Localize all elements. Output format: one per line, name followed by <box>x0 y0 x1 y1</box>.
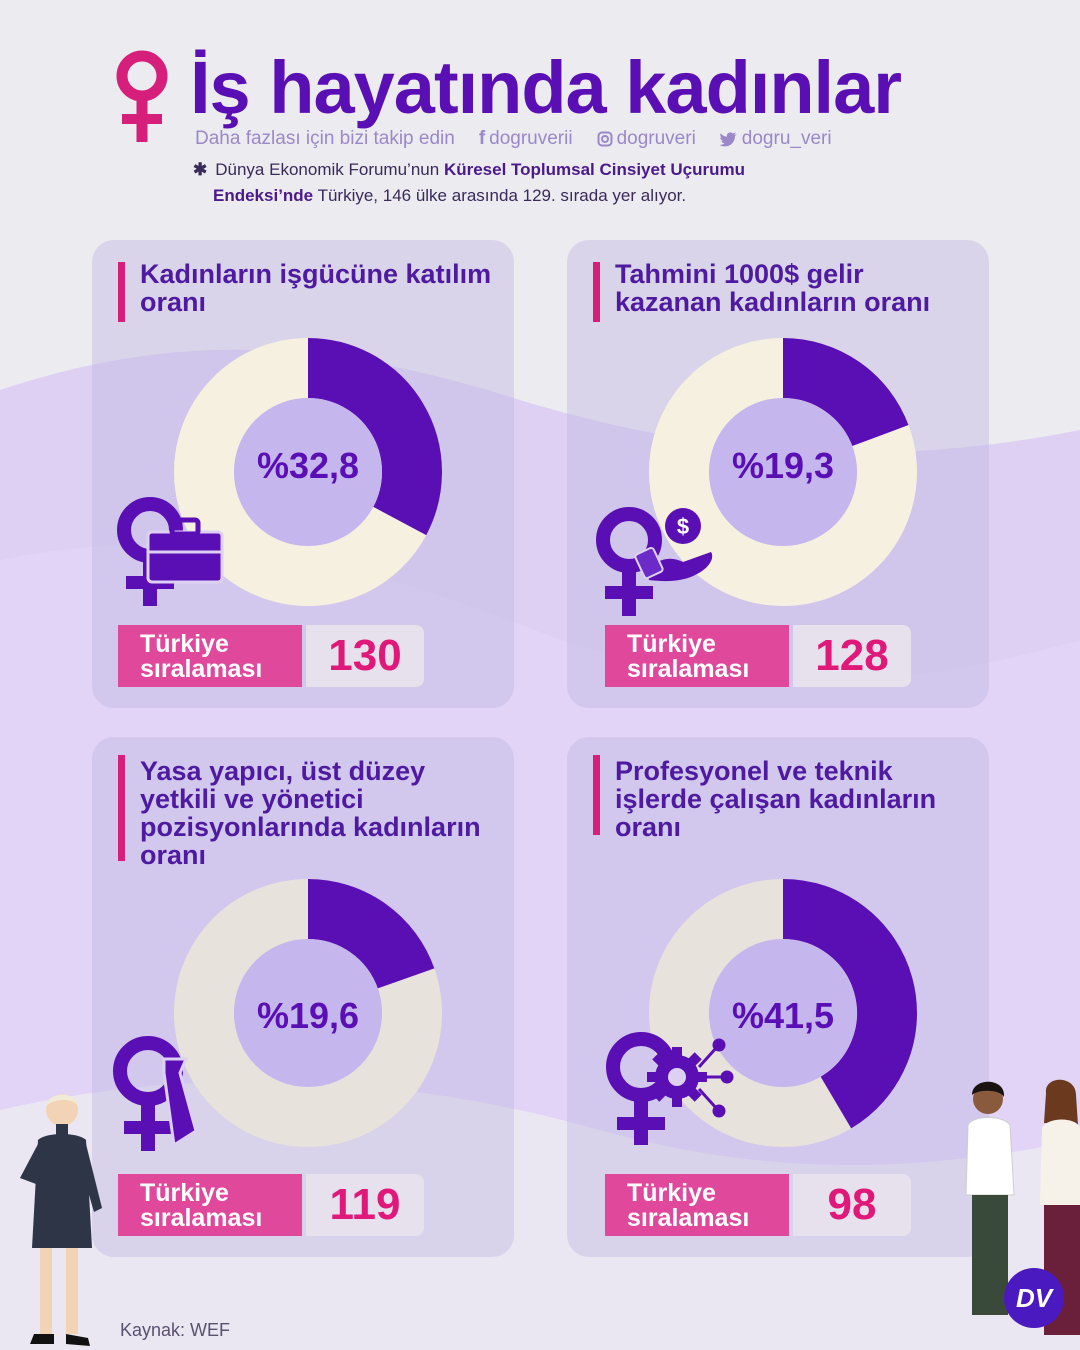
donut-value-slice <box>782 879 917 1129</box>
venus-icon <box>116 50 168 142</box>
ranking-label-line2: sıralaması <box>140 1204 263 1232</box>
donut-value-slice <box>781 338 909 448</box>
donut-chart <box>649 338 917 606</box>
venus-gear-icon <box>606 1032 734 1145</box>
panel-title: Profesyonel ve teknik işlerde çalışan ka… <box>615 756 937 842</box>
stat-panel-income: Tahmini 1000$ gelir kazanan kadınların o… <box>567 240 989 708</box>
instagram-icon <box>597 131 613 147</box>
title-accent-bar <box>118 262 125 322</box>
panel-title: Yasa yapıcı, üst düzey yetkili ve yöneti… <box>140 756 481 870</box>
donut-hole <box>234 398 382 546</box>
panel-title: Tahmini 1000$ gelir kazanan kadınların o… <box>615 259 931 317</box>
venus-money-icon: $ <box>596 507 713 616</box>
donut-value-slice <box>306 879 435 990</box>
dogruveri-logo[interactable]: DV <box>1004 1268 1064 1328</box>
note-bold-1: Küresel Toplumsal Cinsiyet Uçurumu <box>443 160 745 179</box>
ranking-label-line1: Türkiye <box>627 1179 716 1207</box>
donut-chart <box>174 338 442 606</box>
intro-note: ✱ Dünya Ekonomik Forumu’nun Küresel Toplu… <box>193 157 745 209</box>
social-follow: Daha fazlası için bizi takip edin f dogr… <box>195 128 832 150</box>
ranking-label: Türkiye sıralaması <box>605 1174 789 1236</box>
ranking-value: 130 <box>306 625 424 687</box>
woman-illustration-left <box>20 1094 102 1346</box>
ranking-label-line2: sıralaması <box>627 655 750 683</box>
ranking-label-line2: sıralaması <box>627 1204 750 1232</box>
donut-value-slice <box>306 338 442 536</box>
title-accent-bar <box>593 755 600 835</box>
note-suffix: Türkiye, 146 ülke arasında 129. sırada y… <box>317 186 687 205</box>
title-accent-bar <box>593 262 600 322</box>
venus-tie-icon <box>113 1036 198 1151</box>
donut-hole <box>234 939 382 1087</box>
panel-title: Kadınların işgücüne katılım oranı <box>140 259 492 317</box>
facebook-icon: f <box>478 128 486 149</box>
instagram-link[interactable]: dogruveri <box>597 128 696 150</box>
ranking-label: Türkiye sıralaması <box>118 1174 302 1236</box>
facebook-handle: dogruverii <box>489 128 573 149</box>
ranking-label-line2: sıralaması <box>140 655 263 683</box>
ranking-value: 128 <box>793 625 911 687</box>
ranking-label: Türkiye sıralaması <box>118 625 302 687</box>
ranking-value: 119 <box>306 1174 424 1236</box>
header: İş hayatında kadınlar Daha fazlası için … <box>0 0 1080 230</box>
donut-value-label: %19,6 <box>256 995 360 1036</box>
donut-hole <box>709 939 857 1087</box>
note-bold-2: Endeksi’nde <box>213 186 314 205</box>
ranking-label: Türkiye sıralaması <box>605 625 789 687</box>
note-prefix: Dünya Ekonomik Forumu’nun <box>215 160 440 179</box>
ranking-label-line1: Türkiye <box>627 630 716 658</box>
ranking-label-line1: Türkiye <box>140 1179 229 1207</box>
stat-panel-managers: Yasa yapıcı, üst düzey yetkili ve yöneti… <box>92 737 514 1257</box>
facebook-link[interactable]: f dogruverii <box>479 128 573 150</box>
donut-chart <box>174 879 442 1147</box>
twitter-handle: dogru_veri <box>741 128 832 149</box>
svg-text:$: $ <box>677 514 689 539</box>
instagram-handle: dogruveri <box>616 128 696 149</box>
twitter-icon <box>719 131 737 146</box>
donut-value-label: %41,5 <box>731 995 835 1036</box>
page-title: İş hayatında kadınlar <box>190 46 902 129</box>
stat-panel-labor: Kadınların işgücüne katılım oranı %32,8 … <box>92 240 514 708</box>
ranking-label-line1: Türkiye <box>140 630 229 658</box>
donut-value-label: %32,8 <box>256 445 360 486</box>
donut-chart <box>649 879 917 1147</box>
title-accent-bar <box>118 755 125 861</box>
donut-value-label: %19,3 <box>731 445 835 486</box>
donut-hole <box>709 398 857 546</box>
stat-panel-professional: Profesyonel ve teknik işlerde çalışan ka… <box>567 737 989 1257</box>
asterisk-icon: ✱ <box>193 160 208 179</box>
ranking-value: 98 <box>793 1174 911 1236</box>
venus-briefcase-icon <box>117 497 224 606</box>
twitter-link[interactable]: dogru_veri <box>719 128 832 150</box>
source-note: Kaynak: WEF <box>120 1320 231 1340</box>
follow-text: Daha fazlası için bizi takip edin <box>195 128 455 149</box>
